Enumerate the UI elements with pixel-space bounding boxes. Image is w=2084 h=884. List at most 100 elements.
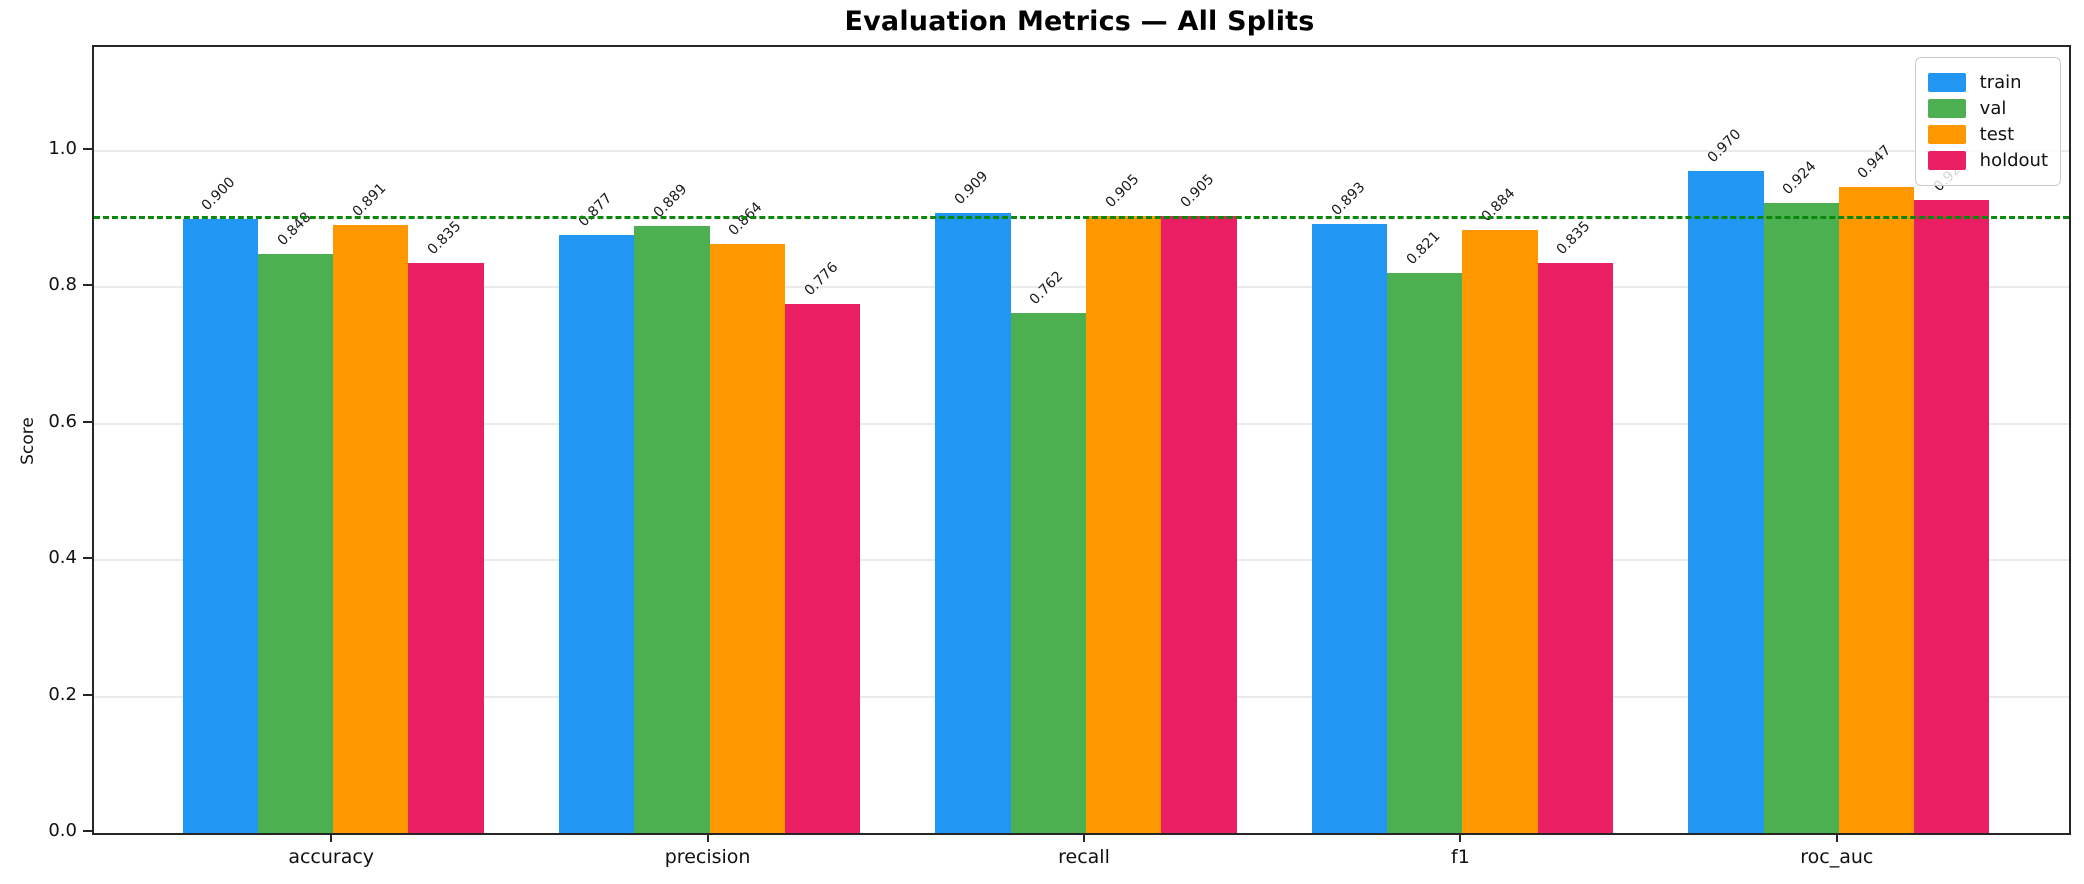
bar-holdout-roc_auc (1914, 199, 1990, 833)
bar-val-recall (1010, 313, 1087, 833)
x-tick-mark (706, 833, 709, 842)
y-tick-mark (83, 830, 92, 832)
bar-group: 0.877 0.889 0.864 0.776 (559, 47, 861, 833)
bar-train-f1 (1311, 223, 1388, 833)
bar-train-accuracy (182, 218, 258, 833)
y-tick-label: 0.4 (48, 547, 77, 569)
legend-swatch-train (1927, 73, 1966, 92)
y-tick-label: 0.0 (48, 820, 77, 841)
y-tick-mark (83, 693, 92, 696)
bar-value-label: 0.835 (424, 218, 465, 259)
bar-train-recall (935, 212, 1011, 833)
bar-holdout-recall (1161, 215, 1237, 833)
bar-slot: 0.884 (1462, 47, 1538, 833)
legend-item-holdout: holdout (1927, 150, 2048, 171)
x-tick-label-precision: precision (664, 846, 751, 868)
x-tick-mark (1835, 833, 1838, 842)
bar-slot: 0.835 (408, 47, 484, 833)
bar-slot: 0.821 (1387, 47, 1463, 833)
bar-train-precision (559, 234, 635, 833)
bar-value-label: 0.947 (1855, 142, 1895, 182)
bar-value-label: 0.924 (1779, 157, 1820, 198)
bar-holdout-f1 (1537, 263, 1613, 833)
legend-item-train: train (1927, 72, 2048, 93)
legend: train val test holdout (1914, 57, 2061, 186)
bar-slot: 0.889 (634, 47, 710, 833)
x-tick-label-accuracy: accuracy (288, 846, 375, 868)
bar-slot: 0.891 (333, 47, 409, 833)
legend-swatch-holdout (1927, 151, 1966, 170)
legend-swatch-val (1927, 99, 1966, 118)
bar-value-label: 0.970 (1704, 126, 1745, 167)
bar-value-label: 0.909 (951, 168, 992, 208)
bar-val-roc_auc (1763, 202, 1839, 833)
bar-slot: 0.835 (1537, 47, 1613, 833)
bar-slot: 0.762 (1010, 47, 1087, 833)
y-tick-label: 0.2 (48, 683, 77, 705)
bar-slot: 0.877 (559, 47, 635, 833)
bar-value-label: 0.835 (1554, 218, 1594, 259)
legend-item-test: test (1927, 124, 2048, 145)
x-tick-mark (330, 833, 333, 842)
bar-value-label: 0.905 (1102, 170, 1143, 211)
gridline (94, 149, 2069, 152)
reference-line (94, 215, 2069, 219)
bar-value-label: 0.776 (801, 258, 841, 299)
bar-group: 0.900 0.848 0.891 0.835 (182, 47, 484, 833)
bar-group: 0.893 0.821 0.884 0.835 (1311, 47, 1613, 833)
category-group-recall: 0.909 0.762 0.905 0.905 (898, 47, 1274, 833)
bar-group: 0.970 0.924 0.947 0.928 (1688, 47, 1990, 833)
legend-label: train (1979, 72, 2022, 93)
bar-holdout-precision (784, 303, 861, 833)
bar-slot: 0.776 (784, 47, 861, 833)
bar-value-label: 0.877 (575, 189, 616, 230)
bar-val-accuracy (257, 254, 334, 833)
y-tick-mark (83, 284, 92, 287)
bar-val-f1 (1387, 272, 1463, 833)
legend-label: val (1979, 98, 2007, 119)
bar-slot: 0.947 (1838, 47, 1915, 833)
legend-label: holdout (1979, 150, 2048, 171)
y-tick-label: 1.0 (48, 137, 77, 159)
bar-value-label: 0.891 (349, 180, 390, 221)
x-tick-mark (1459, 833, 1462, 842)
y-tick-mark (83, 557, 92, 560)
bar-slot: 0.864 (709, 47, 785, 833)
bar-value-label: 0.893 (1328, 179, 1368, 219)
x-tick-label-recall: recall (1058, 846, 1110, 868)
bar-train-roc_auc (1688, 171, 1764, 833)
plot-area: 0.900 0.848 0.891 0.835 0.877 0.889 0.864 0.776… (92, 45, 2071, 835)
y-tick-label: 0.8 (48, 274, 77, 296)
category-group-precision: 0.877 0.889 0.864 0.776 (521, 47, 897, 833)
bar-group: 0.909 0.762 0.905 0.905 (935, 47, 1237, 833)
bar-groups: 0.900 0.848 0.891 0.835 0.877 0.889 0.864 0.776… (145, 47, 2027, 833)
x-tick-label-f1: f1 (1451, 846, 1470, 868)
bar-slot: 0.905 (1161, 47, 1237, 833)
bar-value-label: 0.762 (1027, 268, 1067, 309)
bar-test-accuracy (333, 225, 409, 833)
y-tick-mark (83, 147, 92, 150)
bar-test-recall (1086, 215, 1162, 833)
bar-slot: 0.905 (1086, 47, 1162, 833)
bar-slot: 0.900 (182, 47, 258, 833)
legend-label: test (1979, 124, 2015, 145)
gridline (94, 286, 2069, 289)
legend-item-val: val (1927, 98, 2048, 119)
category-group-accuracy: 0.900 0.848 0.891 0.835 (145, 47, 521, 833)
y-tick-mark (83, 420, 92, 423)
bar-slot: 0.909 (935, 47, 1011, 833)
bar-slot: 0.928 (1914, 47, 1990, 833)
bar-slot: 0.924 (1763, 47, 1839, 833)
bar-test-roc_auc (1838, 186, 1915, 833)
bar-slot: 0.893 (1311, 47, 1388, 833)
legend-swatch-test (1927, 125, 1966, 144)
y-axis-label: Score (18, 417, 38, 465)
bar-holdout-accuracy (408, 263, 484, 833)
y-tick-label: 0.6 (48, 410, 77, 432)
bar-slot: 0.970 (1688, 47, 1764, 833)
bar-value-label: 0.821 (1403, 228, 1444, 268)
bar-val-precision (634, 226, 710, 833)
x-tick-label-roc_auc: roc_auc (1800, 846, 1874, 868)
category-group-roc_auc: 0.970 0.924 0.947 0.928 (1651, 47, 2027, 833)
